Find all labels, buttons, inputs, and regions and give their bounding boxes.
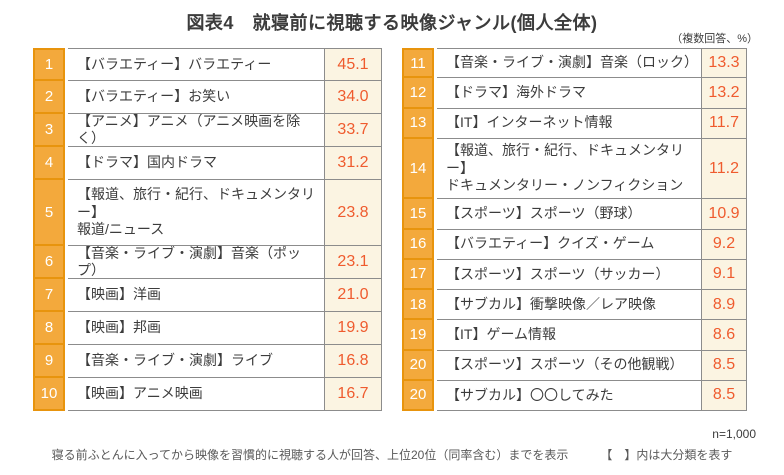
rank-cell: 20: [402, 380, 434, 411]
genre-label: 【音楽・ライブ・演劇】音楽（ロック）: [437, 48, 702, 79]
table-row: 13 【IT】インターネット情報 11.7: [402, 108, 747, 139]
value-cell: 8.5: [702, 350, 747, 381]
rank-cell: 17: [402, 259, 434, 290]
genre-label: 【映画】邦画: [68, 312, 325, 345]
footnote-text: 寝る前ふとんに入ってから映像を習慣的に視聴する人が回答、上位20位（同率含む）ま…: [51, 448, 569, 462]
value-cell: 11.2: [702, 138, 747, 200]
rank-cell: 19: [402, 320, 434, 351]
table-row: 19 【IT】ゲーム情報 8.6: [402, 320, 747, 351]
table-row: 12 【ドラマ】海外ドラマ 13.2: [402, 78, 747, 109]
table-row: 9 【音楽・ライブ・演劇】ライブ 16.8: [33, 345, 382, 378]
table-row: 14 【報道、旅行・紀行、ドキュメンタリー】 ドキュメンタリー・ノンフィクション…: [402, 138, 747, 200]
table-row: 20 【スポーツ】スポーツ（その他観戦） 8.5: [402, 350, 747, 381]
value-cell: 8.5: [702, 380, 747, 411]
rank-cell: 5: [33, 180, 65, 246]
genre-label: 【バラエティー】お笑い: [68, 81, 325, 114]
table-row: 20 【サブカル】〇〇してみた 8.5: [402, 380, 747, 411]
genre-label: 【IT】インターネット情報: [437, 108, 702, 139]
rank-cell: 13: [402, 108, 434, 139]
genre-label: 【スポーツ】スポーツ（サッカー）: [437, 259, 702, 290]
rank-cell: 8: [33, 312, 65, 345]
footnotes: 寝る前ふとんに入ってから映像を習慣的に視聴する人が回答、上位20位（同率含む）ま…: [0, 446, 784, 463]
genre-label: 【スポーツ】スポーツ（野球）: [437, 199, 702, 230]
table-row: 17 【スポーツ】スポーツ（サッカー） 9.1: [402, 259, 747, 290]
value-cell: 9.2: [702, 229, 747, 260]
value-cell: 19.9: [325, 312, 382, 345]
ranking-tables: 1 【バラエティー】バラエティー 45.1 2 【バラエティー】お笑い 34.0…: [33, 48, 747, 411]
table-row: 4 【ドラマ】国内ドラマ 31.2: [33, 147, 382, 180]
value-cell: 10.9: [702, 199, 747, 230]
table-row: 18 【サブカル】衝撃映像／レア映像 8.9: [402, 290, 747, 321]
genre-label: 【映画】アニメ映画: [68, 378, 325, 411]
genre-label: 【アニメ】アニメ（アニメ映画を除く）: [68, 114, 325, 147]
genre-label: 【IT】ゲーム情報: [437, 320, 702, 351]
rank-cell: 10: [33, 378, 65, 411]
value-cell: 23.1: [325, 246, 382, 279]
rank-cell: 16: [402, 229, 434, 260]
table-row: 11 【音楽・ライブ・演劇】音楽（ロック） 13.3: [402, 48, 747, 79]
value-cell: 31.2: [325, 147, 382, 180]
multiple-answer-note: （複数回答、%）: [671, 33, 758, 45]
genre-label: 【サブカル】〇〇してみた: [437, 380, 702, 411]
value-cell: 23.8: [325, 180, 382, 246]
ranking-table-left: 1 【バラエティー】バラエティー 45.1 2 【バラエティー】お笑い 34.0…: [33, 48, 382, 411]
table-row: 5 【報道、旅行・紀行、ドキュメンタリー】 報道/ニュース 23.8: [33, 180, 382, 246]
table-row: 15 【スポーツ】スポーツ（野球） 10.9: [402, 199, 747, 230]
genre-label: 【サブカル】衝撃映像／レア映像: [437, 290, 702, 321]
rank-cell: 15: [402, 199, 434, 230]
table-row: 16 【バラエティー】クイズ・ゲーム 9.2: [402, 229, 747, 260]
value-cell: 8.6: [702, 320, 747, 351]
genre-label: 【音楽・ライブ・演劇】ライブ: [68, 345, 325, 378]
value-cell: 8.9: [702, 290, 747, 321]
value-cell: 9.1: [702, 259, 747, 290]
table-row: 3 【アニメ】アニメ（アニメ映画を除く） 33.7: [33, 114, 382, 147]
rank-cell: 18: [402, 290, 434, 321]
genre-label: 【映画】洋画: [68, 279, 325, 312]
genre-label: 【ドラマ】海外ドラマ: [437, 78, 702, 109]
rank-cell: 6: [33, 246, 65, 279]
value-cell: 45.1: [325, 48, 382, 81]
value-cell: 16.7: [325, 378, 382, 411]
table-row: 1 【バラエティー】バラエティー 45.1: [33, 48, 382, 81]
genre-label: 【報道、旅行・紀行、ドキュメンタリー】 報道/ニュース: [68, 180, 325, 246]
page-title: 図表4 就寝前に視聴する映像ジャンル(個人全体): [186, 13, 598, 33]
genre-label: 【ドラマ】国内ドラマ: [68, 147, 325, 180]
genre-label: 【スポーツ】スポーツ（その他観戦）: [437, 350, 702, 381]
rank-cell: 2: [33, 81, 65, 114]
value-cell: 21.0: [325, 279, 382, 312]
value-cell: 11.7: [702, 108, 747, 139]
table-row: 2 【バラエティー】お笑い 34.0: [33, 81, 382, 114]
ranking-table-right: 11 【音楽・ライブ・演劇】音楽（ロック） 13.3 12 【ドラマ】海外ドラマ…: [402, 48, 747, 411]
rank-cell: 7: [33, 279, 65, 312]
rank-cell: 14: [402, 138, 434, 200]
legend-note: 【 】内は大分類を表す: [600, 448, 733, 462]
value-cell: 33.7: [325, 114, 382, 147]
rank-cell: 12: [402, 78, 434, 109]
sample-size-label: n=1,000: [712, 427, 756, 441]
genre-label: 【音楽・ライブ・演劇】音楽（ポップ）: [68, 246, 325, 279]
table-row: 6 【音楽・ライブ・演劇】音楽（ポップ） 23.1: [33, 246, 382, 279]
value-cell: 13.3: [702, 48, 747, 79]
genre-label: 【バラエティー】バラエティー: [68, 48, 325, 81]
rank-cell: 4: [33, 147, 65, 180]
rank-cell: 3: [33, 114, 65, 147]
genre-label: 【バラエティー】クイズ・ゲーム: [437, 229, 702, 260]
value-cell: 16.8: [325, 345, 382, 378]
value-cell: 34.0: [325, 81, 382, 114]
rank-cell: 11: [402, 48, 434, 79]
genre-label: 【報道、旅行・紀行、ドキュメンタリー】 ドキュメンタリー・ノンフィクション: [437, 138, 702, 200]
rank-cell: 9: [33, 345, 65, 378]
value-cell: 13.2: [702, 78, 747, 109]
table-row: 7 【映画】洋画 21.0: [33, 279, 382, 312]
rank-cell: 1: [33, 48, 65, 81]
table-row: 10 【映画】アニメ映画 16.7: [33, 378, 382, 411]
table-row: 8 【映画】邦画 19.9: [33, 312, 382, 345]
rank-cell: 20: [402, 350, 434, 381]
